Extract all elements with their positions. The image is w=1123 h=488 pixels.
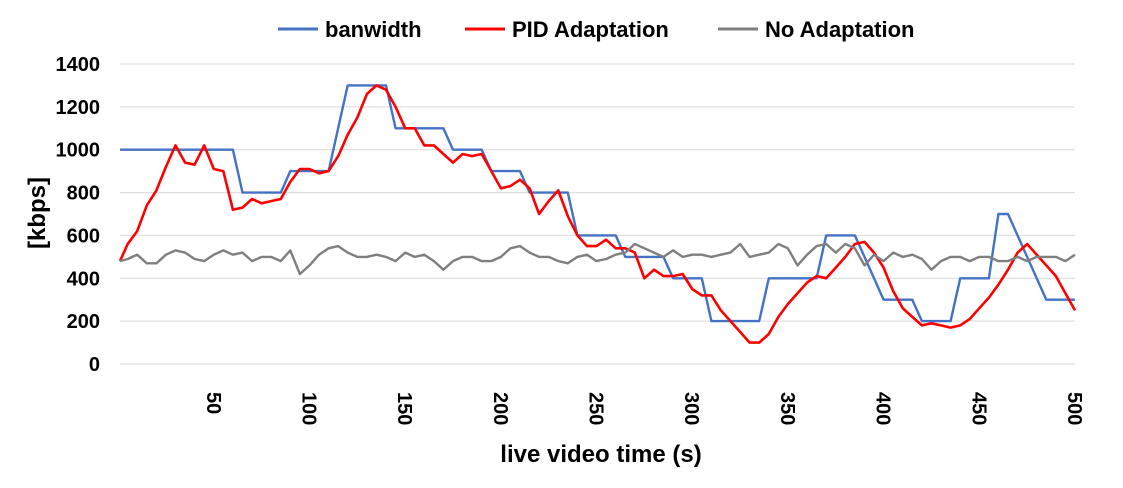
x-tick-label: 50 [202, 392, 224, 414]
y-tick-label: 600 [67, 225, 100, 247]
y-axis-ticks: 0 200 400 600 800 1000 1200 1400 [56, 54, 101, 376]
x-tick-label: 450 [967, 392, 989, 425]
series-lines [118, 84, 1077, 344]
x-tick-label: 150 [393, 392, 415, 425]
legend-label: No Adaptation [765, 17, 915, 42]
y-tick-label: 800 [67, 183, 100, 205]
series-line-3 [119, 242, 1076, 276]
x-tick-label: 250 [585, 392, 607, 425]
x-tick-label: 100 [297, 392, 319, 425]
series-line-1 [120, 84, 1075, 323]
gridlines [120, 63, 1075, 365]
y-tick-label: 1200 [56, 97, 101, 119]
y-axis-title: [kbps] [24, 177, 51, 249]
y-tick-label: 0 [89, 354, 100, 376]
x-tick-label: 300 [680, 392, 702, 425]
y-tick-label: 1400 [56, 54, 101, 76]
legend: banwidth PID Adaptation No Adaptation [278, 17, 915, 42]
x-tick-label: 400 [872, 392, 894, 425]
legend-label: banwidth [325, 17, 422, 42]
x-tick-label: 500 [1063, 392, 1085, 425]
series-line-2 [118, 84, 1077, 344]
x-axis-title: live video time (s) [500, 441, 701, 468]
y-tick-label: 1000 [56, 140, 101, 162]
legend-label: PID Adaptation [512, 17, 669, 42]
y-tick-label: 400 [67, 268, 100, 290]
x-tick-label: 200 [489, 392, 511, 425]
x-tick-label: 350 [776, 392, 798, 425]
y-tick-label: 200 [67, 311, 100, 333]
x-axis-ticks: 50 100 150 200 250 300 350 400 450 500 [202, 392, 1085, 425]
